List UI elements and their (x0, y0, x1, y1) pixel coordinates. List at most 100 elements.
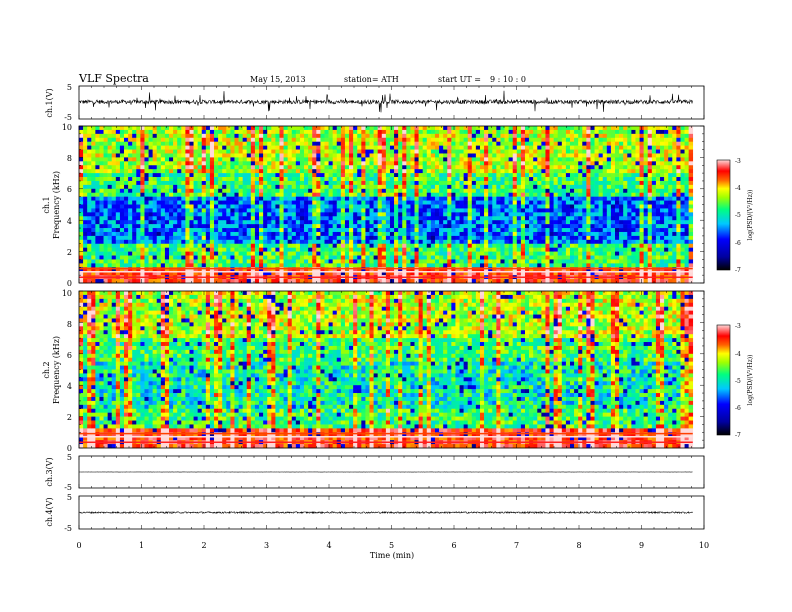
spectrogram-cell (189, 204, 194, 209)
spectrogram-cell (336, 188, 342, 194)
spectrogram-cell (87, 271, 92, 276)
spectrogram-cell (254, 224, 260, 229)
spectrogram-cell (218, 177, 223, 182)
spectrogram-cell (524, 259, 530, 264)
spectrogram-cell (144, 149, 149, 154)
spectrogram-cell (205, 251, 211, 256)
spectrogram-cell (230, 212, 235, 217)
spectrogram-cell (152, 173, 158, 178)
spectrogram-cell (185, 161, 190, 166)
spectrogram-cell (246, 145, 252, 150)
spectrogram-cell (164, 137, 170, 142)
spectrogram-cell (156, 255, 162, 260)
spectrogram-cell (193, 271, 198, 276)
spectrogram-cell (234, 126, 239, 131)
spectrogram-cell (160, 235, 166, 241)
spectrogram-cell (475, 204, 481, 209)
spectrogram-cell (87, 255, 92, 260)
spectrogram-cell (144, 169, 149, 174)
spectrogram-cell (557, 263, 563, 268)
spectrogram-cell (304, 157, 309, 162)
spectrogram-cell (529, 157, 534, 162)
spectrogram-cell (541, 157, 546, 162)
spectrogram-cell (160, 247, 166, 252)
spectrogram-cell (479, 149, 485, 154)
spectrogram-cell (471, 188, 477, 194)
spectrogram-cell (99, 129, 104, 135)
spectrogram-cell (291, 192, 297, 197)
spectrogram-cell (377, 208, 383, 213)
spectrogram-cell (107, 204, 113, 209)
spectrogram-cell (83, 149, 88, 154)
spectrogram-cell (259, 169, 264, 174)
spectrogram-cell (193, 204, 198, 209)
spectrogram-cell (451, 247, 456, 252)
spectrogram-cell (414, 267, 419, 272)
spectrogram-cell (561, 279, 567, 284)
spectrogram-cell (533, 153, 538, 158)
spectrogram-cell (193, 141, 198, 146)
spectrogram-cell (320, 216, 325, 221)
spectrogram-cell (545, 208, 550, 213)
spectrogram-cell (533, 263, 538, 268)
spectrogram-cell (565, 192, 571, 197)
spectrogram-cell (361, 149, 366, 154)
spectrogram-cell (79, 279, 84, 284)
spectrogram-cell (504, 161, 509, 166)
spectrogram-cell (398, 200, 403, 205)
spectrogram-cell (324, 145, 329, 150)
spectrogram-cell (148, 231, 153, 237)
spectrogram-cell (459, 224, 464, 229)
spectrogram-cell (512, 259, 518, 264)
spectrogram-cell (148, 212, 153, 217)
spectrogram-cell (578, 251, 583, 256)
spectrogram-cell (222, 153, 227, 158)
spectrogram-cell (479, 247, 485, 252)
spectrogram-cell (156, 173, 162, 178)
spectrogram-cell (132, 220, 137, 225)
spectrogram-cell (447, 173, 452, 178)
spectrogram-cell (124, 267, 129, 272)
spectrogram-cell (308, 243, 313, 248)
spectrogram-cell (95, 243, 100, 248)
spectrogram-cell (185, 141, 190, 146)
spectrogram-cell (344, 165, 350, 170)
spectrogram-cell (349, 212, 354, 217)
spectrogram-cell (226, 165, 231, 170)
spectrogram-cell (524, 247, 530, 252)
spectrogram-cell (574, 216, 579, 221)
spectrogram-cell (209, 133, 215, 139)
spectrogram-cell (79, 165, 84, 170)
spectrogram-cell (107, 239, 113, 245)
spectrogram-cell (353, 129, 358, 135)
spectrogram-cell (226, 161, 231, 166)
spectrogram-cell (160, 169, 166, 174)
spectrogram-cell (385, 169, 391, 174)
spectrogram-cell (340, 251, 346, 256)
spectrogram-cell (164, 228, 170, 233)
spectrogram-cell (156, 263, 162, 268)
spectrogram-cell (500, 279, 505, 284)
spectrogram-cell (467, 212, 473, 217)
spectrogram-cell (218, 204, 223, 209)
spectrogram-cell (455, 192, 460, 197)
spectrogram-cell (553, 239, 559, 245)
spectrogram-cell (471, 153, 477, 158)
spectrogram-cell (373, 220, 378, 225)
spectrogram-cell (324, 141, 329, 146)
spectrogram-cell (434, 263, 440, 268)
spectrogram-cell (434, 216, 440, 221)
spectrogram-cell (91, 177, 96, 182)
spectrogram-cell (512, 153, 518, 158)
spectrogram-cell (434, 177, 440, 182)
spectrogram-cell (529, 184, 534, 190)
spectrogram-cell (578, 180, 583, 186)
spectrogram-cell (349, 255, 354, 260)
spectrogram-cell (160, 224, 166, 229)
spectrogram-cell (426, 137, 432, 142)
spectrogram-cell (271, 169, 276, 174)
spectrogram-cell (205, 153, 211, 158)
spectrogram-cell (426, 165, 432, 170)
spectrogram-cell (316, 192, 321, 197)
spectrogram-cell (447, 133, 452, 139)
